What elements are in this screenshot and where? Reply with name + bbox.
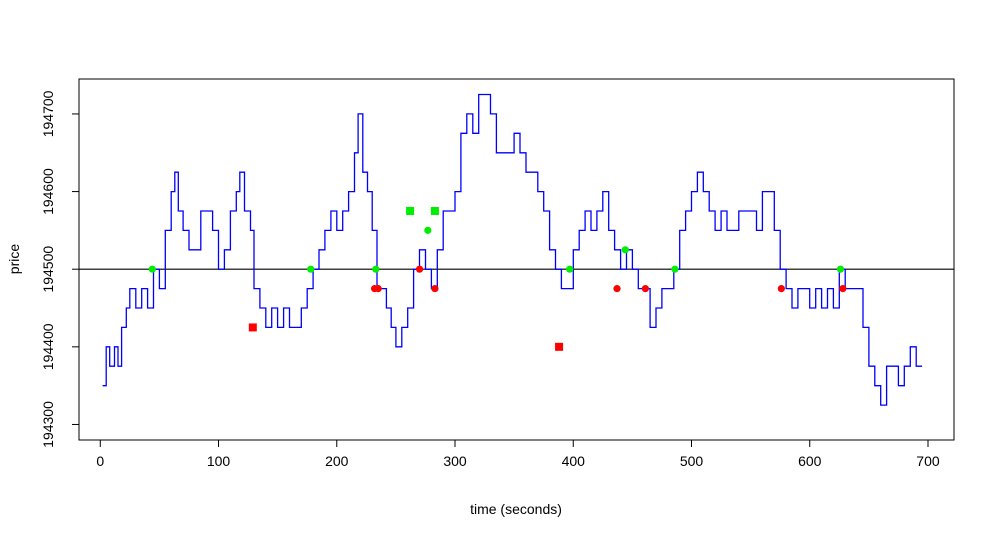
- square-marker: [248, 323, 257, 332]
- x-tick-label: 300: [443, 453, 467, 469]
- y-axis-title: price: [6, 244, 22, 275]
- x-tick-label: 700: [916, 453, 940, 469]
- square-marker: [406, 206, 415, 215]
- x-tick-label: 0: [96, 453, 104, 469]
- x-tick-label: 400: [562, 453, 586, 469]
- y-tick-label: 194300: [40, 401, 56, 448]
- circle-marker: [307, 265, 315, 273]
- circle-marker: [148, 265, 156, 273]
- y-tick-label: 194700: [40, 90, 56, 137]
- y-axis: 194300 194400 194500 194600 194700: [40, 90, 80, 448]
- circle-marker: [671, 265, 679, 273]
- circle-marker: [374, 285, 382, 293]
- circle-marker: [424, 226, 432, 234]
- x-tick-label: 100: [207, 453, 231, 469]
- circle-marker: [621, 246, 629, 254]
- square-marker: [430, 206, 439, 215]
- x-tick-label: 500: [680, 453, 704, 469]
- x-tick-label: 200: [325, 453, 349, 469]
- circle-marker: [839, 285, 847, 293]
- square-marker: [555, 342, 564, 351]
- x-axis-title: time (seconds): [470, 501, 562, 517]
- circle-marker: [431, 285, 439, 293]
- price-series-line: [102, 93, 923, 406]
- y-tick-label: 194400: [40, 323, 56, 370]
- circle-marker: [641, 285, 649, 293]
- y-tick-label: 194500: [40, 246, 56, 293]
- plot-area: [79, 93, 954, 406]
- circle-marker: [613, 285, 621, 293]
- circle-marker: [566, 265, 574, 273]
- circle-marker: [415, 265, 424, 273]
- circle-marker: [777, 285, 785, 293]
- y-tick-label: 194600: [40, 168, 56, 215]
- circle-marker: [836, 265, 845, 273]
- circle-marker: [372, 265, 380, 273]
- x-axis: 0 100 200 300 400 500 600 700: [96, 439, 940, 469]
- x-tick-label: 600: [798, 453, 822, 469]
